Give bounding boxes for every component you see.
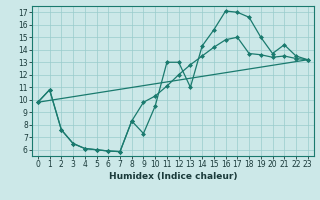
X-axis label: Humidex (Indice chaleur): Humidex (Indice chaleur): [108, 172, 237, 181]
